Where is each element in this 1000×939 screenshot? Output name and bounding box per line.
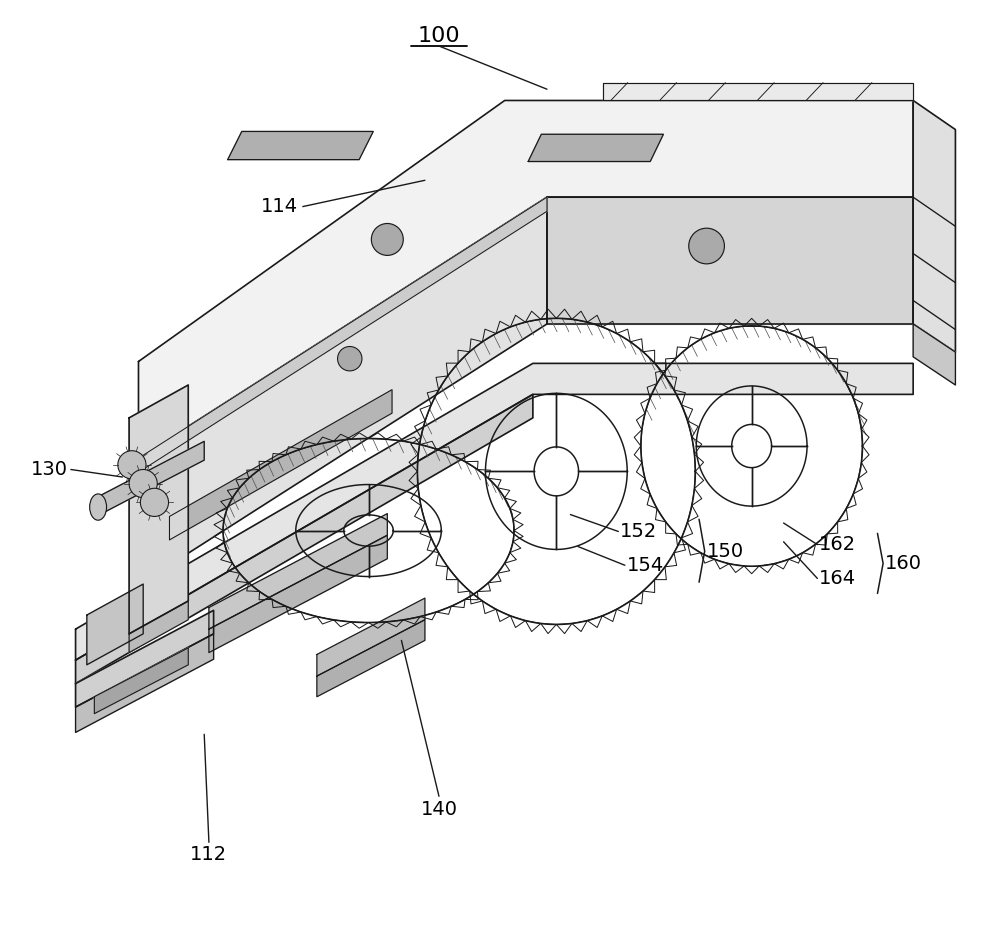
Circle shape bbox=[371, 223, 403, 255]
Ellipse shape bbox=[90, 494, 107, 520]
Circle shape bbox=[338, 346, 362, 371]
Polygon shape bbox=[76, 394, 533, 684]
Text: 112: 112 bbox=[190, 845, 227, 864]
Polygon shape bbox=[209, 514, 387, 629]
Circle shape bbox=[129, 470, 157, 498]
Polygon shape bbox=[913, 100, 955, 352]
Polygon shape bbox=[228, 131, 373, 160]
Text: 114: 114 bbox=[261, 197, 298, 216]
Text: 130: 130 bbox=[31, 460, 68, 479]
Circle shape bbox=[140, 488, 169, 516]
Circle shape bbox=[118, 451, 146, 479]
Polygon shape bbox=[129, 601, 188, 653]
Polygon shape bbox=[603, 83, 913, 100]
Polygon shape bbox=[547, 197, 913, 324]
Polygon shape bbox=[138, 197, 547, 472]
Polygon shape bbox=[528, 134, 663, 162]
Polygon shape bbox=[87, 584, 143, 665]
Polygon shape bbox=[317, 620, 425, 697]
Polygon shape bbox=[317, 598, 425, 676]
Text: 140: 140 bbox=[420, 800, 457, 819]
Polygon shape bbox=[76, 634, 214, 732]
Polygon shape bbox=[138, 100, 913, 458]
Text: 162: 162 bbox=[819, 535, 856, 554]
Text: 150: 150 bbox=[707, 542, 744, 561]
Text: 164: 164 bbox=[819, 569, 856, 588]
Text: 152: 152 bbox=[620, 522, 657, 541]
Circle shape bbox=[689, 228, 724, 264]
Text: 100: 100 bbox=[418, 25, 460, 46]
Polygon shape bbox=[138, 197, 547, 585]
Polygon shape bbox=[169, 390, 392, 540]
Polygon shape bbox=[76, 610, 214, 707]
Polygon shape bbox=[76, 363, 913, 660]
Polygon shape bbox=[96, 441, 204, 516]
Polygon shape bbox=[129, 385, 188, 634]
Text: 160: 160 bbox=[885, 554, 922, 573]
Polygon shape bbox=[94, 648, 188, 714]
Polygon shape bbox=[913, 324, 955, 385]
Polygon shape bbox=[209, 535, 387, 653]
Text: 154: 154 bbox=[627, 556, 664, 575]
